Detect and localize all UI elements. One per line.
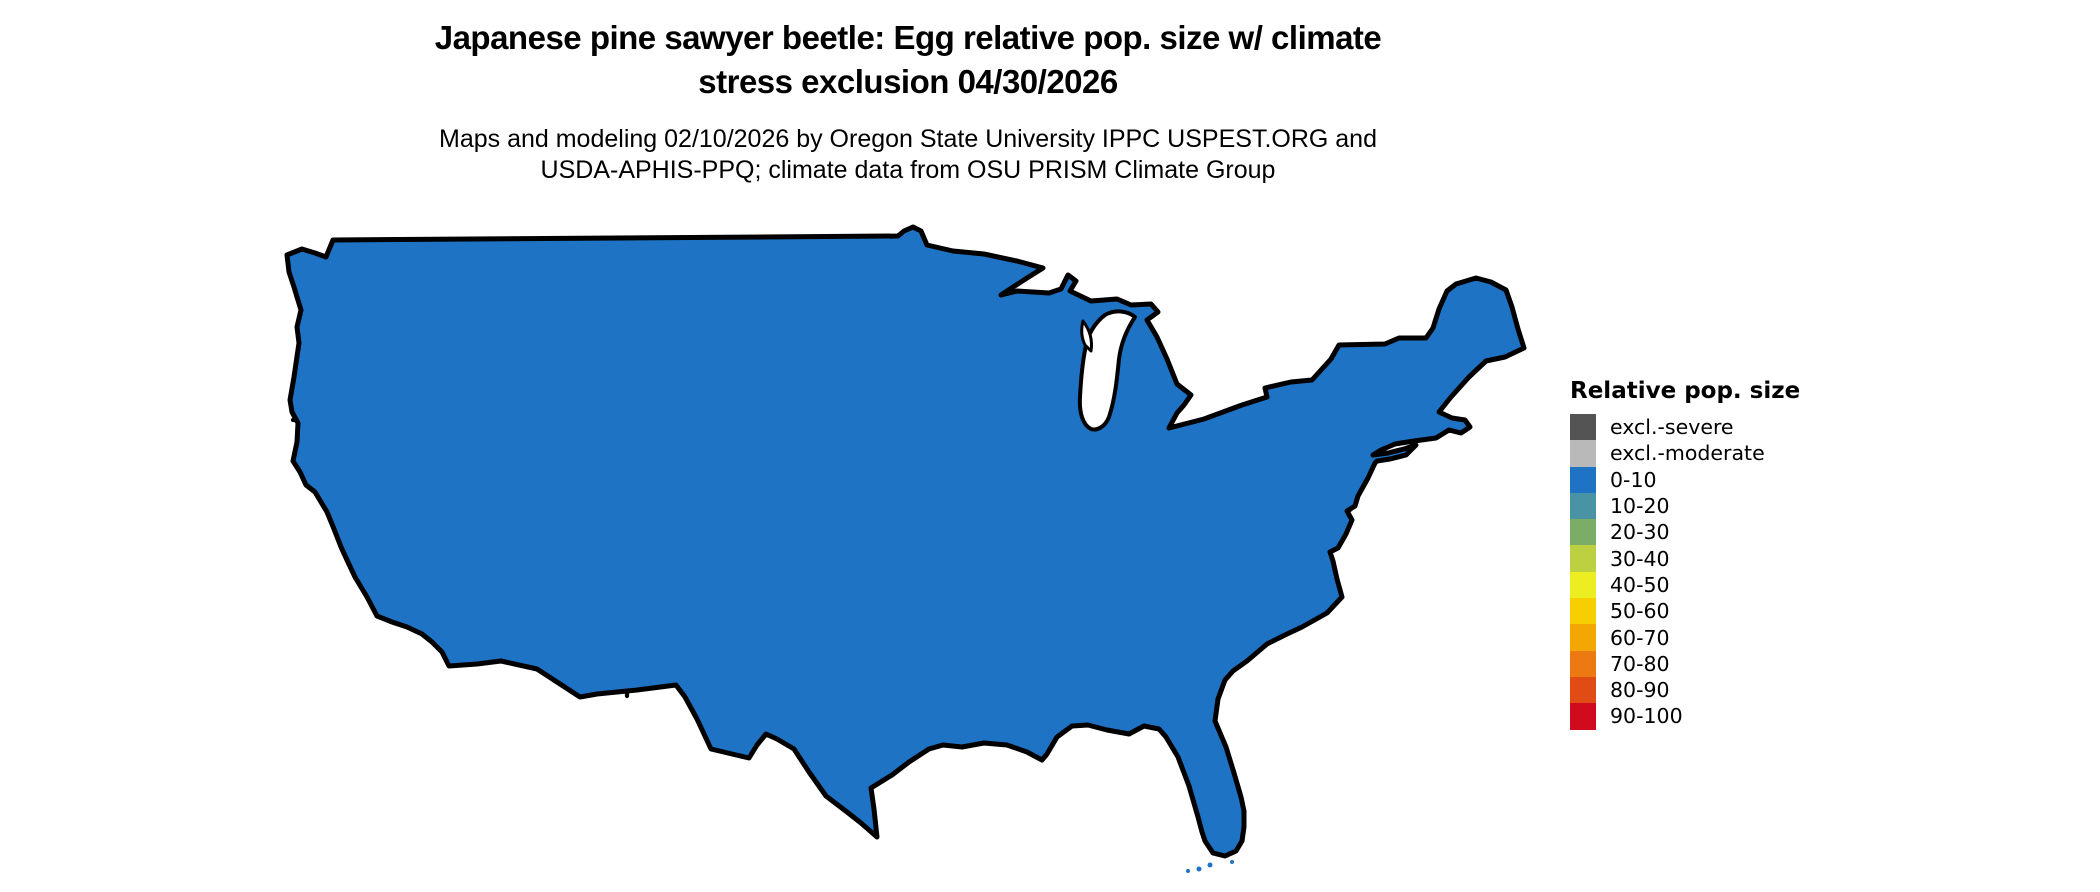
legend-item-label: excl.-moderate: [1610, 441, 1765, 466]
legend-items: excl.-severe excl.-moderate 0-10 10-20 20-30…: [1570, 414, 1800, 730]
legend-title: Relative pop. size: [1570, 378, 1801, 404]
florida-keys: [1186, 860, 1234, 873]
legend-item: 90-100: [1570, 703, 1800, 730]
legend-item: 30-40: [1570, 545, 1800, 572]
legend-swatch: [1570, 440, 1596, 467]
legend-item: 10-20: [1570, 492, 1800, 520]
legend-item-label: 30-40: [1610, 546, 1670, 571]
legend-item: 20-30: [1570, 519, 1800, 546]
legend-item: excl.-severe: [1570, 414, 1800, 441]
green-bay: [1080, 319, 1093, 353]
figure-subtitle: Maps and modeling 02/10/2026 by Oregon S…: [0, 124, 1816, 186]
legend-item-label: 40-50: [1610, 572, 1670, 597]
legend-item-label: 50-60: [1610, 599, 1670, 624]
legend-item: 40-50: [1570, 571, 1800, 599]
legend-swatch: [1570, 519, 1596, 546]
legend-item: 70-80: [1570, 650, 1800, 677]
title-line2: stress exclusion 04/30/2026: [698, 63, 1118, 100]
title-line1: Japanese pine sawyer beetle: Egg relativ…: [434, 19, 1382, 56]
legend-item: 0-10: [1570, 466, 1800, 493]
us-map: [230, 222, 1550, 873]
legend-swatch: [1570, 414, 1596, 441]
legend-item-label: 70-80: [1610, 651, 1670, 676]
legend-swatch: [1570, 676, 1596, 704]
legend-item-label: 80-90: [1610, 678, 1670, 703]
legend-item-label: 10-20: [1610, 494, 1670, 519]
legend-item: 80-90: [1570, 676, 1800, 704]
legend-swatch: [1570, 650, 1596, 677]
legend-item: 50-60: [1570, 598, 1800, 625]
subtitle-line2: USDA-APHIS-PPQ; climate data from OSU PR…: [540, 156, 1276, 184]
legend-swatch: [1570, 492, 1596, 520]
conus-outline: [287, 227, 1524, 856]
legend-swatch: [1570, 624, 1596, 651]
page-title: Japanese pine sawyer beetle: Egg relativ…: [0, 16, 1816, 104]
subtitle-line1: Maps and modeling 02/10/2026 by Oregon S…: [439, 125, 1377, 153]
legend-item-label: 0-10: [1610, 467, 1657, 492]
legend-swatch: [1570, 466, 1596, 493]
legend-item: excl.-moderate: [1570, 440, 1800, 467]
legend: Relative pop. size excl.-severe excl.-mod…: [1570, 378, 1800, 730]
lake-michigan: [1077, 309, 1137, 432]
legend-item-label: 20-30: [1610, 520, 1670, 545]
legend-swatch: [1570, 703, 1596, 730]
legend-swatch: [1570, 571, 1596, 599]
legend-item-label: 90-100: [1610, 704, 1683, 729]
legend-item-label: 60-70: [1610, 625, 1670, 650]
legend-swatch: [1570, 598, 1596, 625]
legend-item-label: excl.-severe: [1610, 415, 1734, 440]
legend-swatch: [1570, 545, 1596, 572]
legend-item: 60-70: [1570, 624, 1800, 651]
